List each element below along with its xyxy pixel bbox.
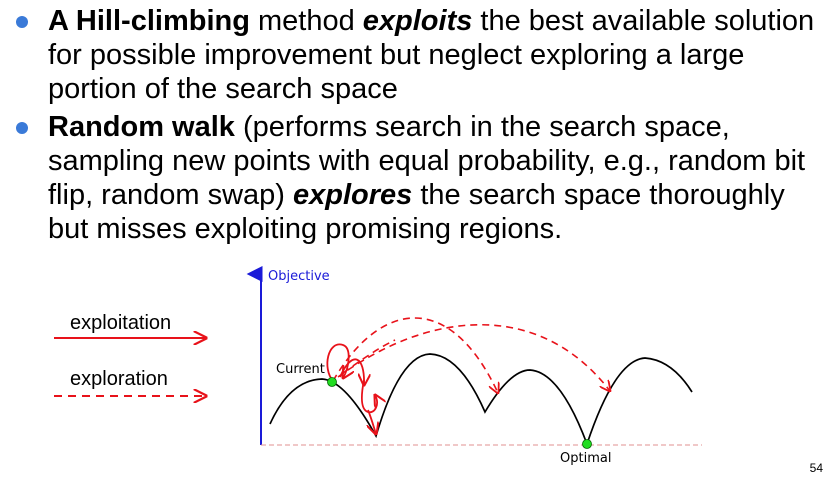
- term-exploits: exploits: [362, 5, 473, 37]
- bullet-text: (performs search in the search space, sa…: [48, 111, 806, 211]
- optimal-label: Optimal: [560, 451, 611, 466]
- current-point: [327, 377, 337, 387]
- y-axis-label: Objective: [268, 269, 330, 284]
- bullet-text: method: [249, 5, 363, 37]
- legend-exploration-label: exploration: [70, 368, 168, 390]
- exploitation-arrow: [339, 358, 364, 385]
- exploitation-arrow-loop: [326, 343, 348, 382]
- bullet-dot-icon: [16, 16, 28, 28]
- landscape-curve: [269, 353, 693, 447]
- exploitation-arrow: [368, 409, 376, 434]
- term-hill-climbing: A Hill-climbing: [48, 5, 250, 37]
- term-random-walk: Random walk: [48, 111, 235, 143]
- bullet-text: the best available solution for possible…: [48, 5, 815, 105]
- page-number: 54: [809, 461, 823, 475]
- bullet-random-walk: Random walk (performs search in the sear…: [12, 110, 827, 246]
- exploration-arrow: [332, 317, 498, 393]
- bullet-list: A Hill-climbing method exploits the best…: [12, 4, 827, 246]
- term-explores: explores: [293, 179, 413, 211]
- current-label: Current: [276, 362, 325, 377]
- bullet-dot-icon: [16, 122, 28, 134]
- bullet-text: the search space thoroughly but misses e…: [48, 179, 785, 245]
- bullet-hill-climbing: A Hill-climbing method exploits the best…: [12, 4, 827, 106]
- exploration-arrow: [337, 324, 610, 391]
- optimal-point: [582, 439, 592, 449]
- legend-exploitation-label: exploitation: [70, 312, 171, 334]
- exploration-arrow: [342, 339, 396, 374]
